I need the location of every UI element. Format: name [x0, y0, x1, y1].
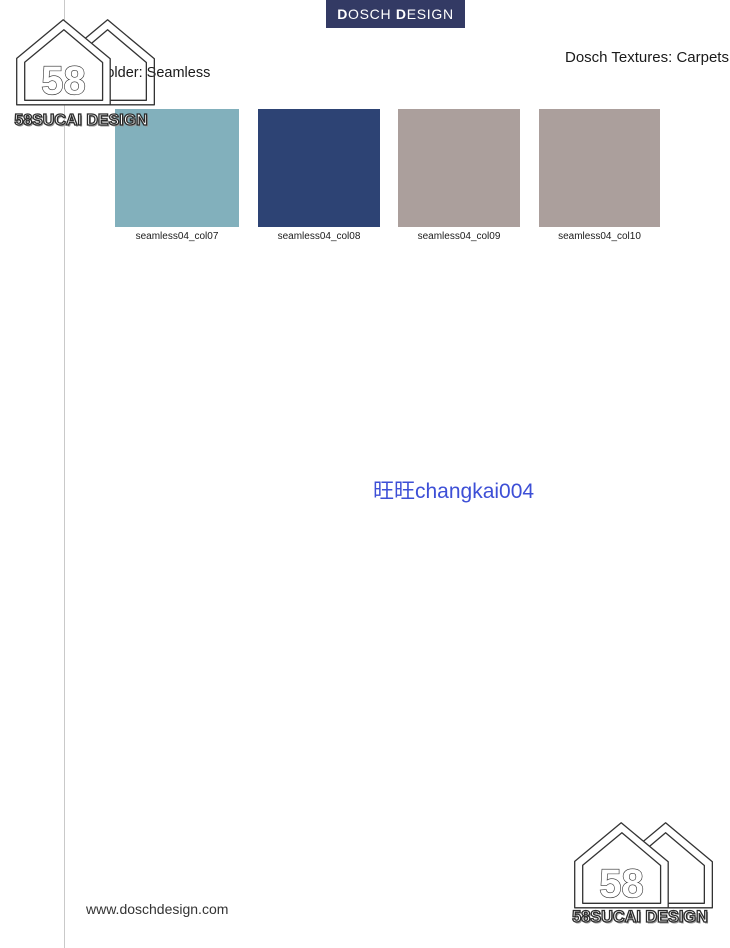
svg-text:58: 58: [599, 862, 644, 906]
svg-text:58: 58: [41, 59, 86, 103]
